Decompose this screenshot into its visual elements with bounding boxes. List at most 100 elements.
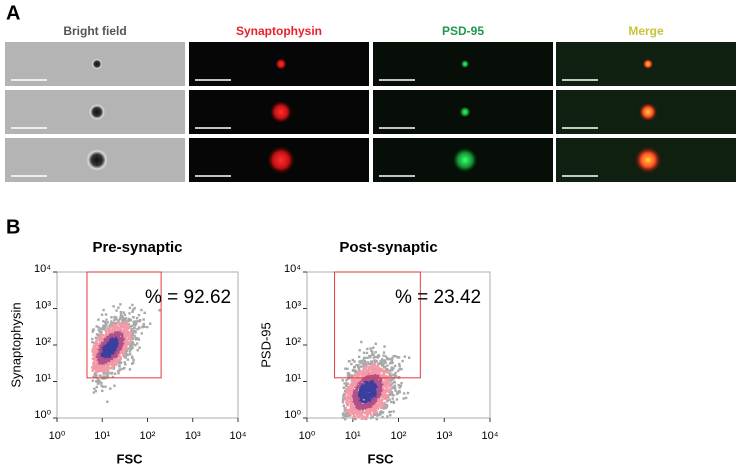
density-dot bbox=[381, 398, 384, 401]
density-dot bbox=[142, 322, 145, 326]
density-dot bbox=[126, 353, 129, 357]
density-dot bbox=[352, 405, 355, 408]
density-dot bbox=[121, 367, 124, 371]
density-dot bbox=[124, 345, 127, 348]
density-dot bbox=[388, 357, 392, 361]
density-dot bbox=[374, 409, 378, 413]
density-dot bbox=[112, 325, 116, 329]
density-dot bbox=[385, 390, 388, 394]
density-dot bbox=[383, 370, 386, 373]
density-dot bbox=[355, 402, 358, 405]
density-dot bbox=[366, 405, 370, 408]
density-dot bbox=[362, 385, 366, 388]
density-dot bbox=[131, 308, 135, 311]
density-dot bbox=[392, 394, 395, 397]
density-dot bbox=[103, 342, 107, 345]
particle bbox=[634, 146, 662, 174]
density-dot bbox=[375, 375, 378, 378]
density-dot bbox=[380, 374, 383, 378]
density-dot bbox=[93, 342, 96, 345]
density-dot bbox=[346, 372, 350, 375]
x-tick-label: 10⁰ bbox=[49, 430, 66, 442]
density-dot bbox=[373, 363, 376, 366]
density-dot bbox=[387, 375, 390, 379]
density-dot bbox=[100, 313, 104, 316]
density-dot bbox=[118, 351, 121, 354]
density-dot bbox=[129, 348, 133, 351]
density-dot bbox=[109, 335, 112, 338]
density-dot bbox=[374, 342, 377, 345]
density-dot bbox=[383, 345, 386, 348]
density-dot bbox=[368, 372, 371, 376]
density-dot bbox=[379, 401, 382, 405]
density-dot bbox=[389, 374, 393, 377]
density-dot bbox=[121, 342, 125, 345]
y-tick-label: 10⁴ bbox=[284, 263, 301, 275]
density-dot bbox=[373, 396, 376, 399]
density-dot bbox=[109, 323, 112, 326]
density-dot bbox=[125, 334, 128, 338]
density-dot bbox=[358, 406, 361, 409]
density-dot bbox=[370, 364, 374, 367]
density-dot bbox=[102, 308, 105, 312]
density-dot bbox=[384, 355, 388, 358]
density-dot bbox=[112, 321, 115, 324]
density-dot bbox=[132, 358, 135, 362]
density-dot bbox=[357, 416, 360, 419]
density-dot bbox=[119, 310, 123, 314]
panel-label: B bbox=[6, 216, 20, 238]
density-dot bbox=[388, 389, 391, 392]
density-dot bbox=[382, 371, 386, 374]
density-dot bbox=[352, 391, 356, 394]
density-dot bbox=[97, 328, 101, 332]
density-dot bbox=[374, 386, 377, 389]
density-dot bbox=[91, 328, 95, 332]
density-dot bbox=[389, 372, 392, 375]
density-dot bbox=[373, 413, 376, 416]
density-dot bbox=[128, 350, 132, 353]
density-dot bbox=[356, 410, 359, 414]
density-dot bbox=[342, 404, 346, 408]
density-dot bbox=[377, 384, 381, 387]
density-dot bbox=[381, 368, 384, 371]
density-dot bbox=[362, 351, 366, 355]
density-dot bbox=[355, 363, 358, 367]
density-dot bbox=[108, 344, 112, 348]
density-dot bbox=[103, 336, 106, 339]
density-dot bbox=[126, 343, 129, 346]
density-dot bbox=[112, 355, 115, 358]
density-dot bbox=[105, 355, 108, 358]
density-dot bbox=[404, 396, 408, 400]
density-dot bbox=[121, 351, 125, 355]
density-dot bbox=[111, 364, 114, 368]
density-dot bbox=[392, 354, 395, 358]
density-dot bbox=[350, 406, 353, 409]
density-dot bbox=[350, 399, 353, 402]
density-dot bbox=[113, 335, 117, 339]
density-dot bbox=[387, 394, 390, 397]
density-dot bbox=[122, 353, 125, 357]
density-dot bbox=[114, 359, 118, 362]
density-dot bbox=[111, 363, 114, 366]
density-dot bbox=[348, 414, 351, 418]
density-dot bbox=[122, 311, 125, 314]
density-dot bbox=[355, 375, 359, 379]
density-dot bbox=[358, 388, 362, 392]
density-dot bbox=[100, 336, 104, 339]
density-dot bbox=[363, 388, 366, 392]
density-dot bbox=[363, 406, 367, 410]
density-dot bbox=[392, 400, 395, 404]
density-dot bbox=[372, 346, 375, 349]
density-dot bbox=[117, 369, 120, 373]
density-dot bbox=[126, 324, 130, 327]
density-dot bbox=[94, 341, 97, 344]
density-dot bbox=[108, 351, 112, 354]
density-dot bbox=[374, 361, 377, 364]
density-dot bbox=[351, 393, 355, 397]
density-dot bbox=[364, 402, 368, 406]
density-dot bbox=[362, 364, 366, 367]
density-dot bbox=[124, 348, 128, 351]
density-dot bbox=[100, 344, 103, 348]
density-dot bbox=[114, 327, 117, 330]
density-dot bbox=[360, 397, 363, 400]
